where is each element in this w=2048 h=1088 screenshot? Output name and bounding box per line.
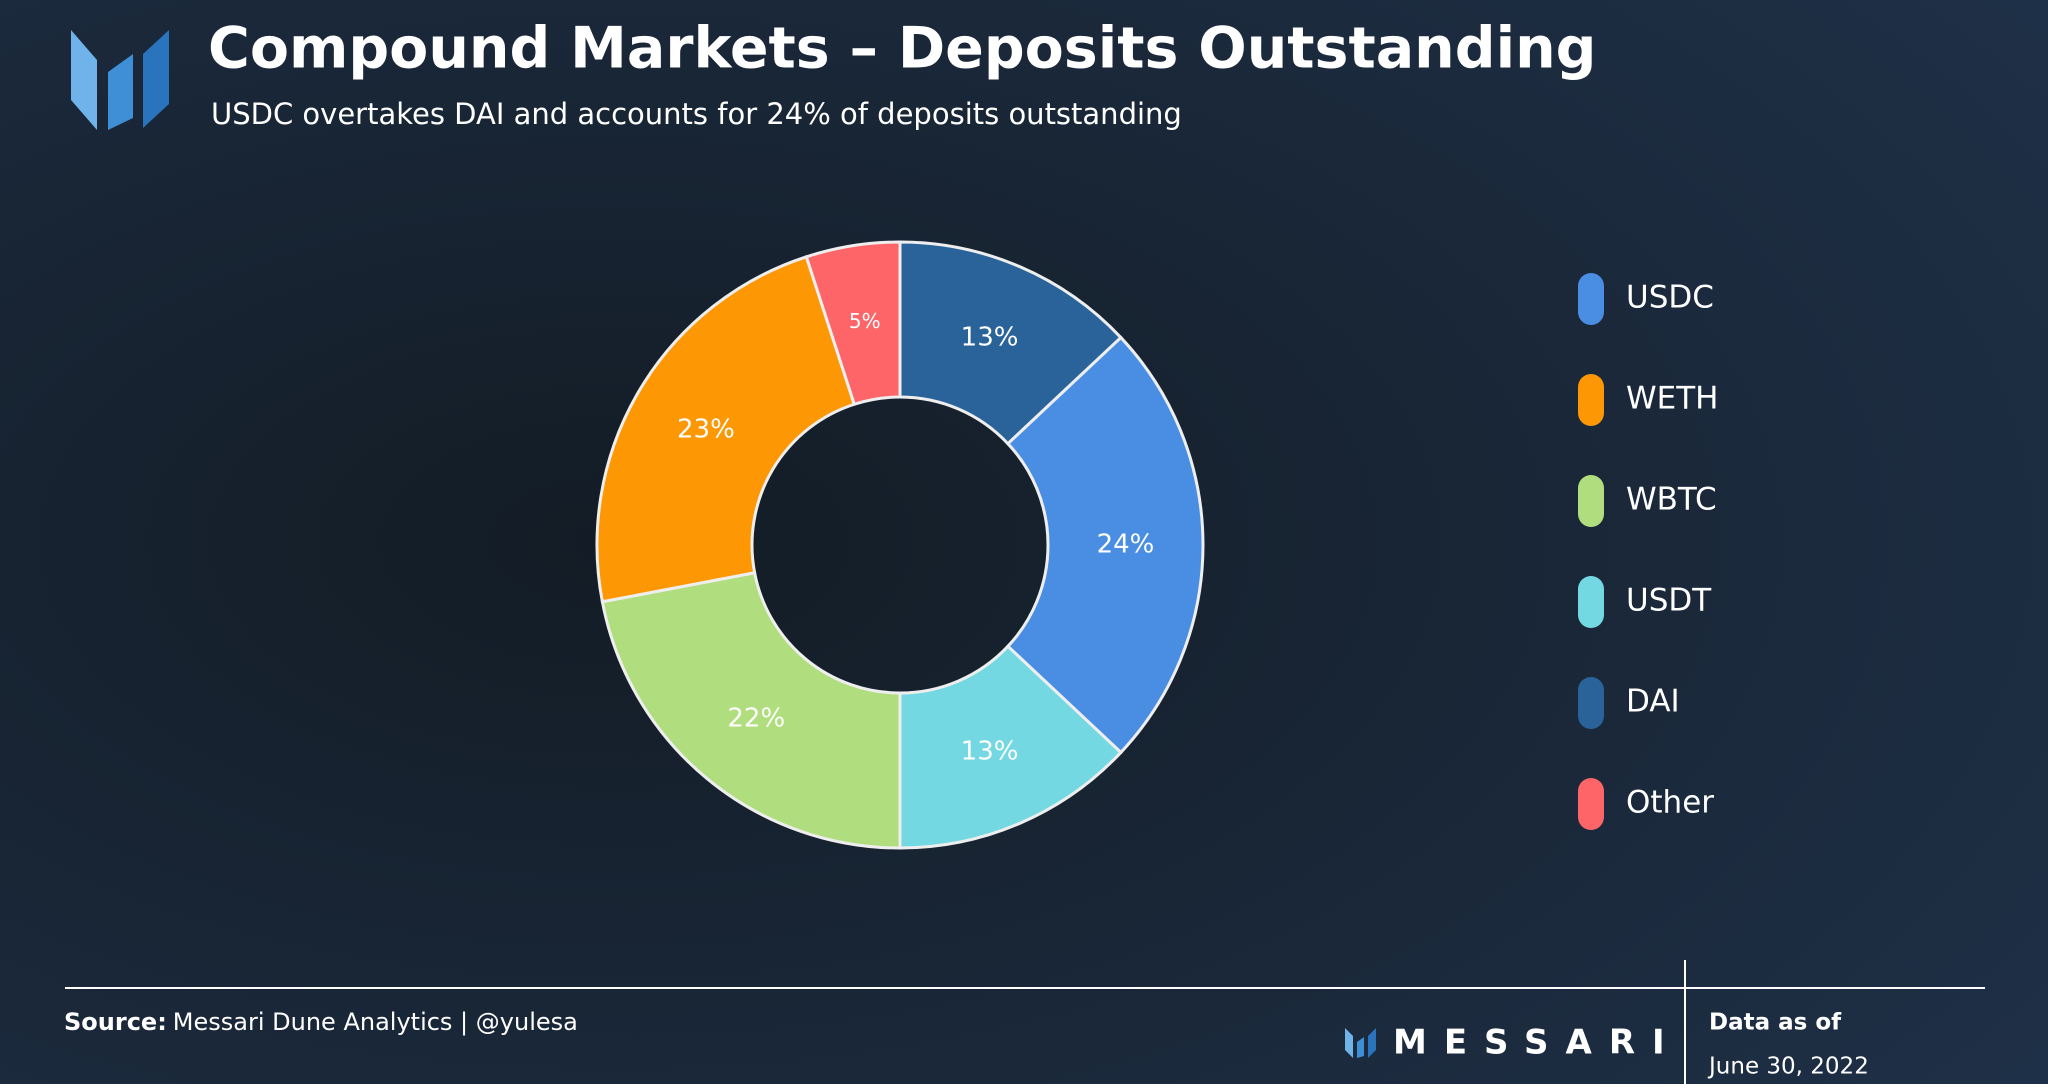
- legend-swatch: [1578, 576, 1604, 628]
- chart-title: Compound Markets – Deposits Outstanding: [208, 16, 1596, 82]
- date: June 30, 2022: [1707, 1054, 1869, 1080]
- legend-swatch: [1578, 778, 1604, 830]
- legend-label: Other: [1626, 785, 1714, 821]
- slice: [804, 240, 902, 407]
- legend-label: WETH: [1626, 381, 1719, 417]
- source-text: Messari Dune Analytics | @yulesa: [173, 1008, 578, 1036]
- source: Source: Messari Dune Analytics | @yulesa: [64, 1008, 578, 1036]
- donut: 13% 24% 13% 22% 23% 5%: [595, 240, 1205, 850]
- brand: MESSARI: [1393, 1023, 1682, 1063]
- slice: [595, 254, 857, 604]
- slice: [1005, 335, 1205, 755]
- legend-label: WBTC: [1626, 482, 1717, 518]
- legend-swatch: [1578, 273, 1604, 325]
- legend-label: USDT: [1626, 583, 1712, 619]
- brand-logo: [1345, 1028, 1376, 1058]
- slice-label: 23%: [677, 415, 735, 445]
- date-label: Data as of: [1709, 1010, 1842, 1036]
- legend-label: USDC: [1626, 280, 1714, 316]
- slice: [898, 644, 1124, 850]
- slice: [600, 570, 902, 850]
- slice-label: 13%: [961, 736, 1019, 766]
- slice-label: 24%: [1097, 530, 1155, 560]
- legend-swatch: [1578, 374, 1604, 426]
- slice-label: 22%: [727, 703, 785, 733]
- legend-label: DAI: [1626, 684, 1680, 720]
- legend: DAI USDC USDT WBTC WETH Other: [1578, 273, 1719, 830]
- legend-swatch: [1578, 475, 1604, 527]
- slice: [898, 240, 1124, 446]
- chart-subtitle: USDC overtakes DAI and accounts for 24% …: [211, 97, 1182, 131]
- slice-label: 5%: [849, 309, 881, 333]
- source-label: Source:: [64, 1008, 167, 1036]
- logo: [71, 30, 169, 130]
- slice-label: 13%: [961, 323, 1019, 353]
- legend-swatch: [1578, 677, 1604, 729]
